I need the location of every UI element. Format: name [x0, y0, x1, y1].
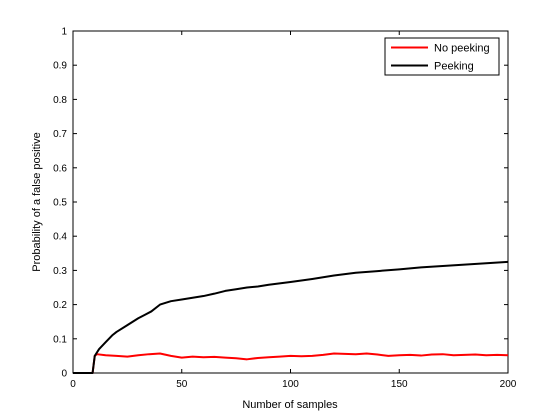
y-tick-label: 0.3: [53, 266, 67, 277]
y-tick-label: 0.9: [53, 61, 67, 72]
x-tick-label: 100: [282, 379, 299, 390]
series-line-no-peeking: [73, 352, 509, 374]
y-tick-label: 0.6: [53, 163, 67, 174]
x-tick-label: 150: [391, 379, 408, 390]
y-tick-label: 0.8: [53, 95, 67, 106]
y-tick-label: 0.7: [53, 129, 67, 140]
legend-box: [384, 37, 500, 76]
y-tick-label: 1: [61, 27, 67, 38]
plot-area: [72, 30, 509, 374]
legend: No peeking Peeking: [384, 37, 500, 76]
legend-label-peeking: Peeking: [434, 61, 474, 73]
tick-layer: 0 50 100 150 200 0 0.1 0.2 0.3 0.4 0.5 0.6 0.7 0.8 0.9…: [53, 27, 517, 391]
series-line-peeking: [73, 260, 509, 374]
x-tick-label: 50: [176, 379, 188, 390]
y-tick-label: 0.2: [53, 300, 67, 311]
x-axis-title: Number of samples: [242, 399, 338, 411]
series-layer: [73, 260, 509, 374]
y-tick-label: 0.4: [53, 232, 67, 243]
y-tick-label: 0.5: [53, 198, 67, 209]
y-tick-label: 0.1: [53, 334, 67, 345]
x-tick-label: 0: [70, 379, 76, 390]
y-axis-title: Probability of a false positive: [31, 132, 43, 271]
x-tick-label: 200: [500, 379, 517, 390]
legend-label-no-peeking: No peeking: [434, 43, 490, 55]
y-tick-label: 0: [61, 369, 67, 380]
